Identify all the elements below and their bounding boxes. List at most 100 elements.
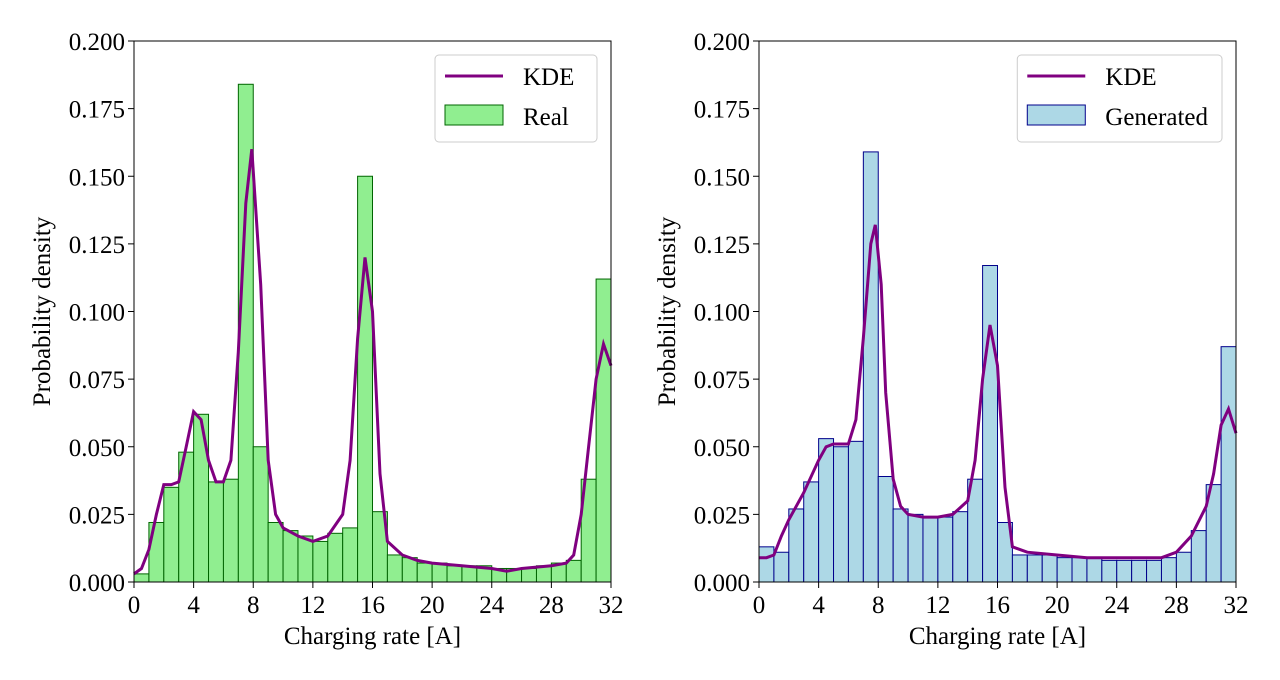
histogram-bar [833,446,849,583]
x-tick-label: 32 [599,592,624,619]
x-tick-label: 20 [420,592,445,619]
y-tick-label: 0.150 [694,164,750,191]
histogram-bar [1131,559,1148,583]
legend-label: KDE [1105,64,1156,91]
histogram-bar [1220,346,1237,583]
histogram-bar [922,516,939,583]
y-tick-label: 0.050 [694,435,750,462]
x-tick-label: 8 [247,592,260,619]
y-tick-label: 0.125 [694,232,750,259]
histogram-bar [133,573,150,583]
x-axis-label: Charging rate [A] [284,623,461,650]
y-tick-label: 0.075 [69,367,125,394]
y-axis-label: Probability density [29,216,56,406]
histogram-bar [818,438,835,583]
histogram-bar [877,476,894,583]
x-tick-label: 28 [1164,592,1189,619]
histogram-bar [297,535,314,583]
histogram-bar [1146,559,1162,583]
histogram-bar [267,521,284,583]
y-tick-label: 0.000 [69,570,125,597]
x-tick-label: 0 [753,592,766,619]
histogram-bar [595,278,612,583]
histogram-bar [907,513,924,583]
legend: KDE Real [434,54,598,143]
histogram-bar [1116,559,1133,583]
histogram-bar [803,481,820,583]
histogram-bar [327,532,344,583]
histogram-bar [773,551,790,583]
kde-line [759,224,1238,560]
x-tick-label: 28 [539,592,564,619]
legend-label: Generated [1105,104,1208,131]
x-tick-label: 4 [812,592,825,619]
y-tick-label: 0.100 [69,300,125,327]
y-axis-label: Probability density [654,216,681,406]
y-tick-label: 0.200 [69,29,125,56]
histogram-bar [1011,554,1028,583]
histogram-bar [1026,554,1043,583]
histogram-bar [208,481,224,583]
histogram-bar [222,478,239,583]
x-tick-label: 16 [985,592,1010,619]
y-tick-label: 0.125 [69,232,125,259]
x-tick-label: 8 [872,592,885,619]
histogram-bar [952,511,969,583]
histogram-bar [982,265,998,583]
histogram-bar [446,565,463,583]
legend-patch [1026,104,1086,126]
y-tick-label: 0.075 [694,367,750,394]
histogram-bar [1160,557,1177,583]
histogram-bar [565,559,582,583]
x-tick-label: 16 [360,592,385,619]
histogram-bar [1175,551,1192,583]
histogram-bar [788,508,805,583]
y-tick-label: 0.100 [694,300,750,327]
x-tick-label: 12 [925,592,950,619]
x-tick-label: 24 [1104,592,1130,619]
y-tick-label: 0.150 [69,164,125,191]
y-tick-label: 0.175 [694,97,750,124]
histogram-bar [937,516,954,583]
histogram-bar [148,521,165,583]
y-tick-label: 0.175 [69,97,125,124]
subplot: 0 4 8 12 16 20 24 28 32 0.000 0.025 0.050 0.075 0.100… [654,29,1249,650]
histogram-bar [401,557,418,583]
y-tick-label: 0.025 [694,502,750,529]
histogram-bar [431,562,448,583]
histogram-bar [1190,530,1207,583]
histogram-bar [193,413,210,583]
histogram-bar [357,175,373,583]
histogram-bar [416,562,433,583]
histogram-bar [282,530,299,583]
histogram-bar [1041,554,1058,583]
histogram-bar [1086,557,1103,583]
subplot: 0 4 8 12 16 20 24 28 32 0.000 0.025 0.050 0.075 0.100… [29,29,624,650]
x-tick-label: 4 [187,592,200,619]
histogram-bar [521,567,537,583]
histogram-bar [312,540,329,583]
legend-patch [444,104,504,126]
x-tick-label: 0 [128,592,141,619]
histogram-bar [862,151,879,583]
histogram-bar [342,527,359,583]
kde-line [133,149,613,576]
x-tick-label: 20 [1045,592,1070,619]
legend: KDE Generated [1016,54,1223,143]
histogram-bar [892,508,909,583]
y-tick-label: 0.025 [69,502,125,529]
y-tick-label: 0.200 [694,29,750,56]
histogram-bar [386,554,403,583]
histogram-bar [1056,557,1073,583]
x-tick-label: 32 [1224,592,1249,619]
x-tick-label: 12 [300,592,325,619]
legend-label: KDE [523,64,574,91]
y-tick-label: 0.050 [69,435,125,462]
y-tick-label: 0.000 [694,570,750,597]
histogram-bar [1101,559,1118,583]
histogram-bar [847,440,864,583]
histogram-bar [758,546,775,583]
histogram-bar [252,446,269,583]
x-tick-label: 24 [479,592,505,619]
